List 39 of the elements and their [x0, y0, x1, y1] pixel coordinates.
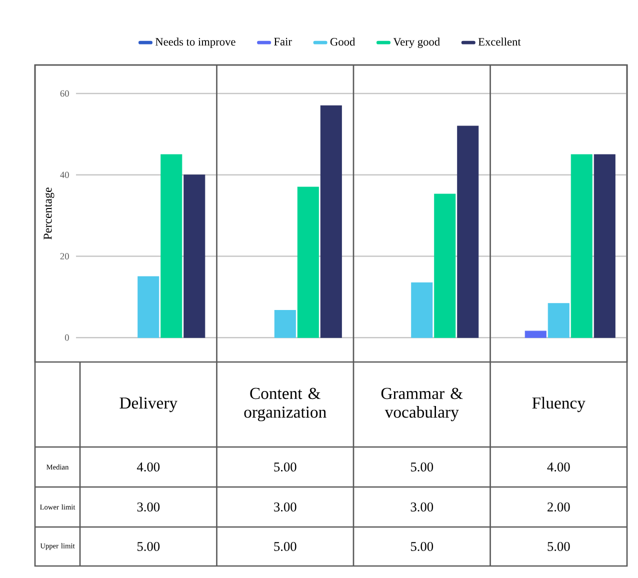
y-tick-label: 60: [60, 90, 69, 97]
bar: [411, 282, 433, 338]
bar: [457, 126, 479, 338]
legend-label: Needs to improve: [155, 38, 236, 48]
bar: [570, 154, 592, 338]
y-tick-label: 0: [64, 334, 69, 341]
text: 5.00: [410, 542, 434, 552]
legend-label: Fair: [274, 38, 292, 46]
text: 5.00: [274, 542, 296, 552]
text: 4.00: [136, 462, 160, 472]
bar: [434, 194, 456, 338]
y-axis-title: Percentage: [44, 188, 54, 240]
bar: [274, 310, 296, 338]
bar: [524, 330, 546, 338]
bar: [548, 303, 570, 338]
text: 3.00: [137, 502, 160, 512]
y-tick-label: 20: [60, 253, 69, 260]
text: 5.00: [410, 462, 434, 472]
legend-label: Good: [330, 38, 356, 46]
x-tick-label: Fluency: [532, 396, 586, 412]
x-tick-label: Grammar & vocabulary: [381, 388, 463, 422]
text: 5.00: [274, 462, 296, 472]
legend-label: Very good: [393, 38, 440, 48]
text: 5.00: [548, 542, 570, 552]
bar: [184, 174, 206, 338]
bar: [594, 154, 616, 338]
bar: [320, 105, 342, 338]
legend-label: Excellent: [478, 38, 521, 46]
x-tick-label: Delivery: [120, 396, 178, 412]
y-tick-label: 40: [60, 172, 69, 178]
bar: [160, 154, 182, 338]
bar: [297, 186, 319, 338]
text: 5.00: [137, 542, 160, 552]
x-tick-label: Content & organization: [244, 388, 326, 422]
text: 3.00: [410, 502, 434, 512]
text: 4.00: [547, 462, 570, 472]
text: 2.00: [548, 502, 570, 512]
text: 3.00: [274, 502, 296, 512]
bar: [138, 276, 160, 338]
